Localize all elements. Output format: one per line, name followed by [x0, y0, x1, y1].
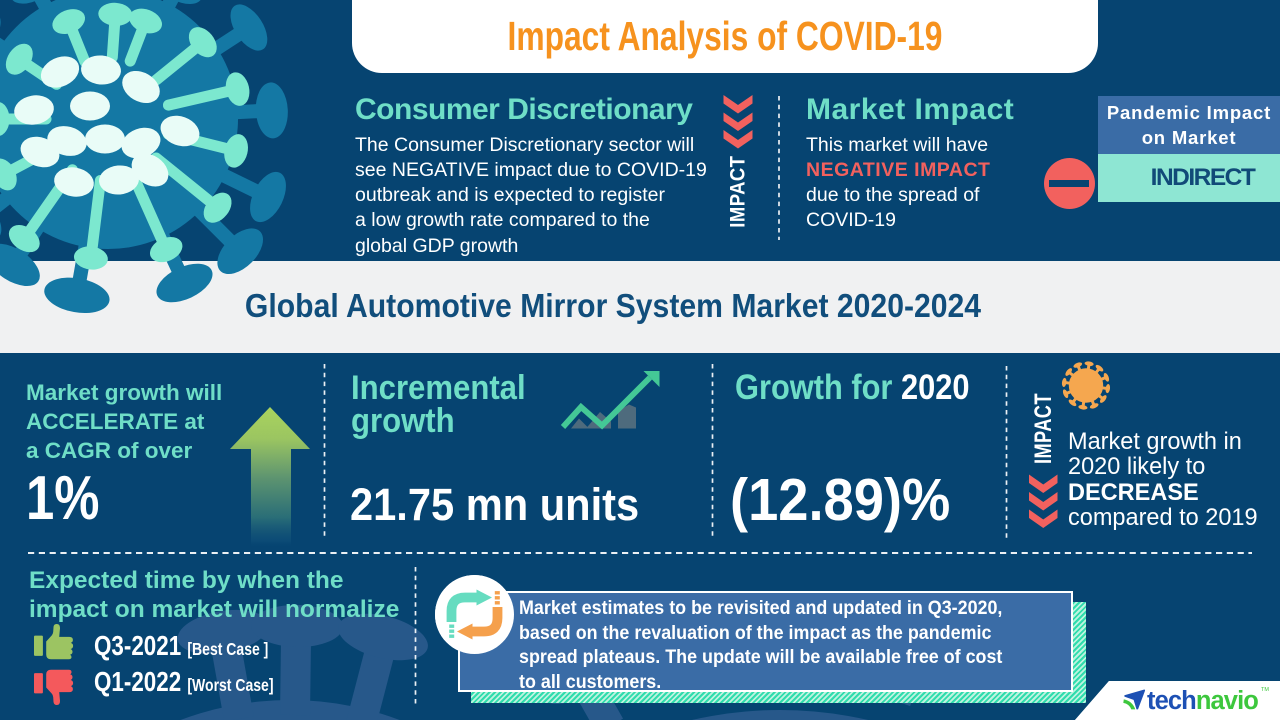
- svg-text:technavio: technavio: [1147, 687, 1258, 715]
- svg-text:TM: TM: [1261, 687, 1269, 693]
